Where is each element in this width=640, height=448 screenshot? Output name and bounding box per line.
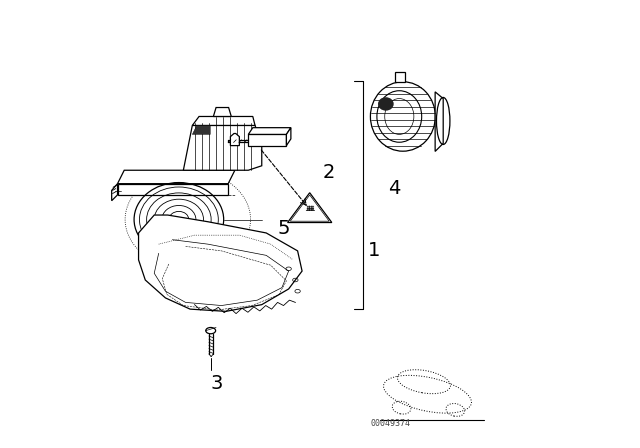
Polygon shape: [192, 125, 210, 134]
Text: ᚙ: ᚙ: [305, 206, 314, 215]
Text: 5: 5: [278, 219, 291, 238]
Polygon shape: [192, 116, 255, 125]
Polygon shape: [248, 134, 287, 146]
Text: 1: 1: [367, 241, 380, 260]
Text: 00049374: 00049374: [371, 419, 411, 428]
Polygon shape: [395, 72, 405, 82]
Polygon shape: [184, 125, 262, 170]
Text: 2: 2: [323, 163, 335, 182]
Polygon shape: [118, 184, 228, 195]
Text: 4: 4: [388, 179, 400, 198]
Polygon shape: [112, 184, 118, 201]
Text: 3: 3: [211, 374, 223, 392]
Polygon shape: [435, 92, 443, 151]
Polygon shape: [139, 215, 302, 311]
Polygon shape: [118, 170, 235, 184]
Polygon shape: [230, 134, 239, 146]
Polygon shape: [248, 128, 291, 134]
Polygon shape: [213, 108, 231, 116]
Polygon shape: [287, 128, 291, 146]
Ellipse shape: [378, 97, 394, 111]
